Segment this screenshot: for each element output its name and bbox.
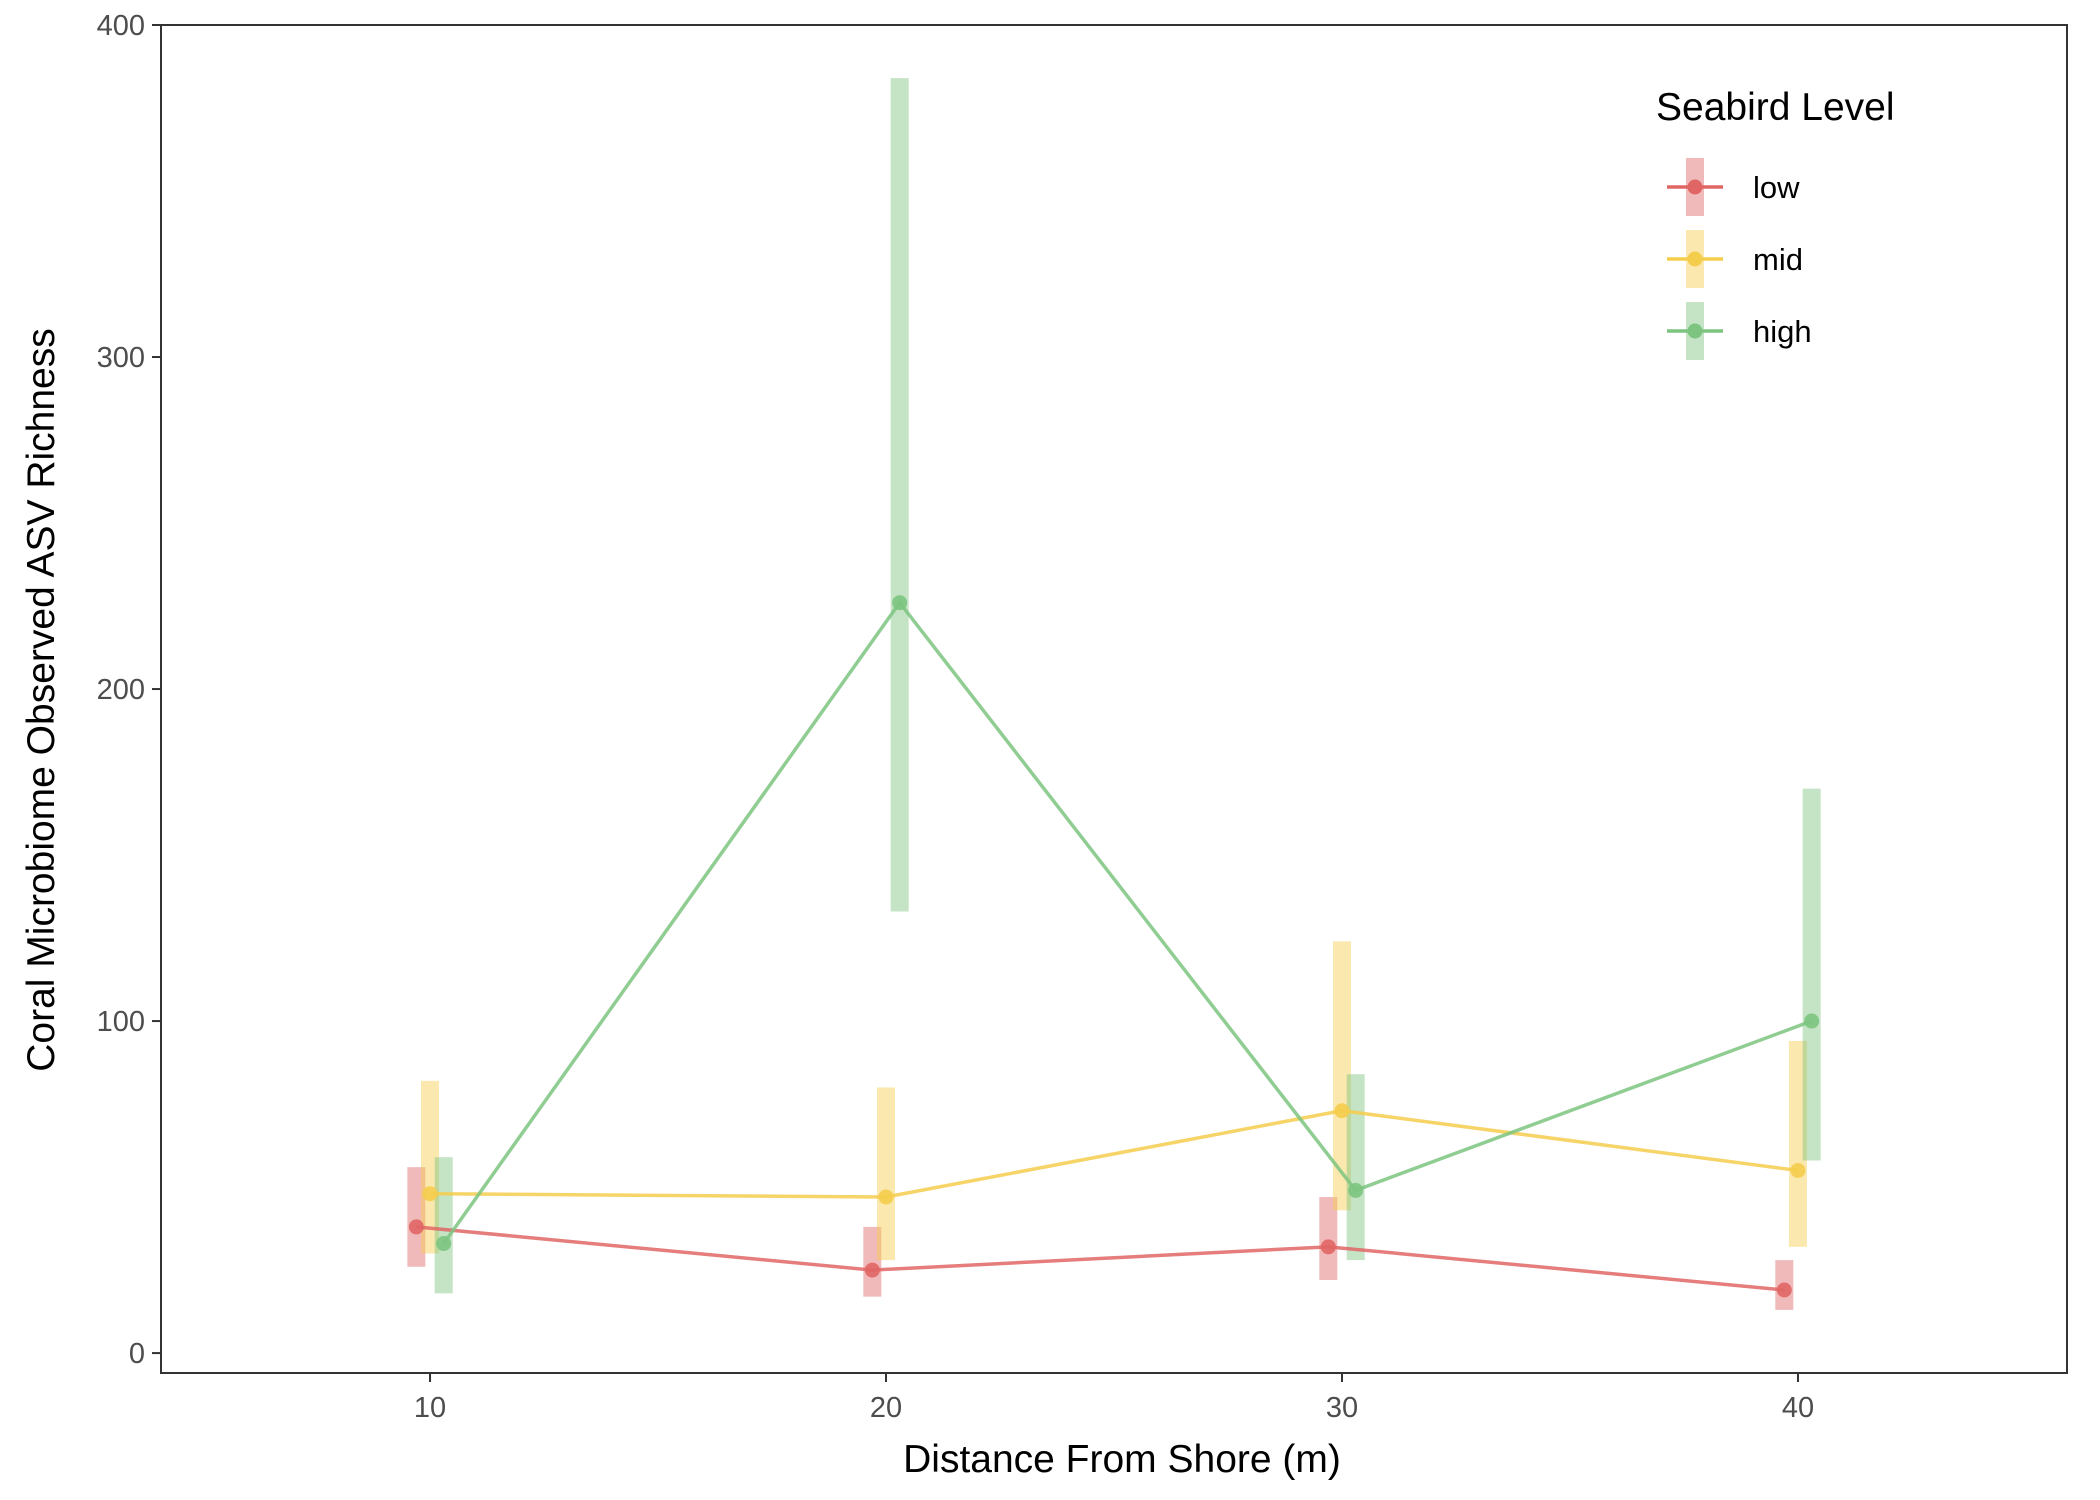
x-tick-label: 10 <box>414 1392 446 1424</box>
data-point-low <box>1776 1282 1792 1298</box>
error-bar-low <box>1319 1197 1338 1281</box>
legend-label-low: low <box>1753 170 1800 205</box>
y-tick-label: 400 <box>97 10 145 42</box>
series-lines <box>416 599 1813 1292</box>
error-bar-high <box>890 78 909 912</box>
y-tick-label: 200 <box>97 674 145 706</box>
error-bars <box>407 78 1821 1310</box>
series-line-mid <box>430 1108 1799 1199</box>
plot-panel <box>160 24 2068 1374</box>
data-point-mid <box>1790 1162 1806 1178</box>
legend-label-mid: mid <box>1753 242 1803 277</box>
series-line-low <box>416 1225 1785 1292</box>
error-bar-mid <box>1332 941 1351 1211</box>
error-bar-mid <box>877 1087 896 1261</box>
legend-title: Seabird Level <box>1656 86 1895 129</box>
x-tick-label: 20 <box>870 1392 902 1424</box>
data-point-high <box>892 595 908 611</box>
data-point-mid <box>878 1189 894 1205</box>
series-points <box>408 595 1820 1298</box>
x-axis-title: Distance From Shore (m) <box>903 1438 1341 1481</box>
legend: Seabird Level low mid high <box>1656 86 1895 360</box>
data-point-low <box>408 1219 424 1235</box>
x-tick-label: 40 <box>1782 1392 1814 1424</box>
y-tick-label: 0 <box>129 1338 145 1370</box>
series-line-high <box>442 599 1813 1245</box>
x-axis: 10 20 30 40 <box>414 1373 1814 1424</box>
data-point-high <box>1348 1182 1364 1198</box>
legend-label-high: high <box>1753 314 1812 349</box>
y-axis: 0 100 200 300 400 <box>97 10 161 1370</box>
error-bar-low <box>863 1226 882 1297</box>
y-tick-label: 100 <box>97 1006 145 1038</box>
data-point-high <box>436 1236 452 1252</box>
y-axis-title: Coral Microbiome Observed ASV Richness <box>20 328 63 1071</box>
error-bar-high <box>1802 788 1821 1161</box>
data-point-low <box>864 1262 880 1278</box>
error-bar-mid <box>1788 1040 1807 1247</box>
data-point-high <box>1804 1013 1820 1029</box>
data-point-low <box>1320 1239 1336 1255</box>
data-point-mid <box>422 1186 438 1202</box>
data-point-mid <box>1334 1103 1350 1119</box>
x-tick-label: 30 <box>1326 1392 1358 1424</box>
error-bar-low <box>407 1167 426 1267</box>
legend-key-point-mid <box>1687 251 1703 267</box>
error-bar-high <box>1346 1074 1365 1261</box>
legend-key-point-high <box>1687 323 1703 339</box>
error-bar-mid <box>421 1080 440 1254</box>
legend-key-point-low <box>1687 179 1703 195</box>
y-tick-label: 300 <box>97 342 145 374</box>
error-bar-high <box>434 1157 453 1294</box>
